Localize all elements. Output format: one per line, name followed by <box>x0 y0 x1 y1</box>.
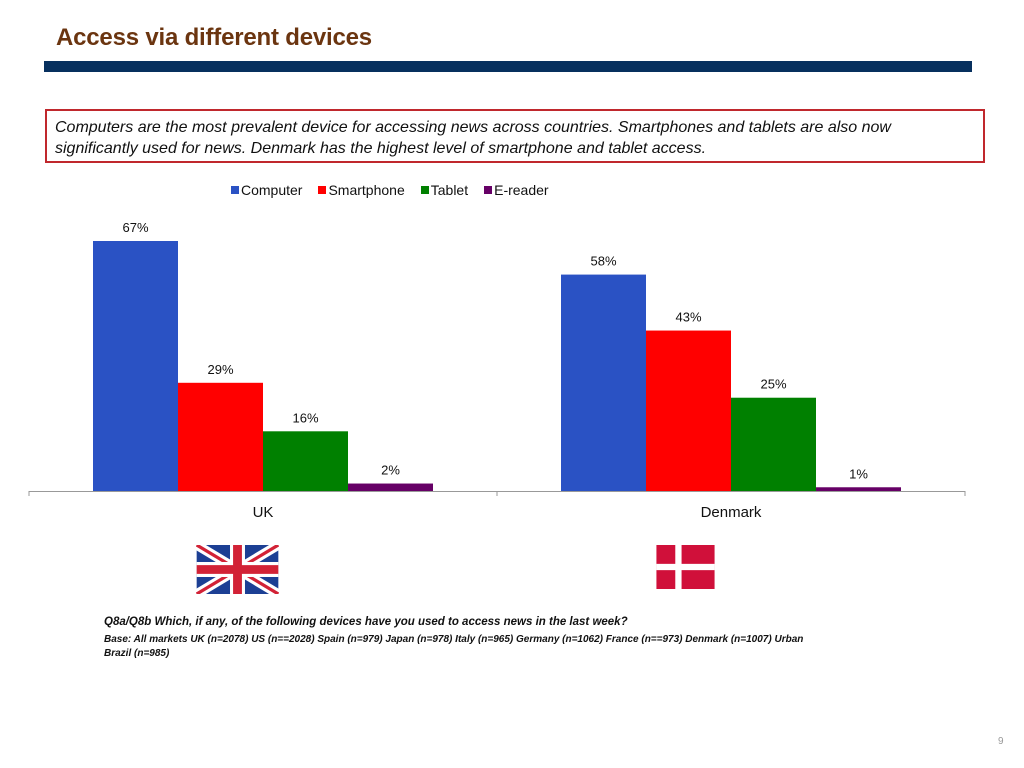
bar-chart: 67% 29% 16% 2% 58% 43% 25% 1% UK Denmark <box>28 220 966 521</box>
x-axis: UK Denmark <box>28 491 966 521</box>
survey-base: Base: All markets UK (n=2078) US (n==202… <box>104 634 804 659</box>
callout-text: Computers are the most prevalent device … <box>55 119 891 157</box>
callout-box: Computers are the most prevalent device … <box>45 109 985 163</box>
bar-group: 67% 29% 16% 2% 58% 43% 25% 1% <box>93 220 901 491</box>
data-label-denmark-e-reader: 1% <box>849 466 868 481</box>
page-number: 9 <box>998 736 1004 747</box>
data-label-uk-computer: 67% <box>122 220 148 235</box>
legend-item-computer: Computer <box>231 182 302 198</box>
legend-swatch-smartphone <box>318 186 327 194</box>
legend-item-e-reader: E-reader <box>484 182 549 198</box>
slide-title: Access via different devices <box>56 24 372 51</box>
legend-swatch-computer <box>231 186 239 194</box>
title-rule <box>44 61 972 72</box>
legend-label: Computer <box>241 182 303 198</box>
data-label-uk-e-reader: 2% <box>381 463 400 478</box>
legend-label: Smartphone <box>328 182 405 198</box>
chart-legend: Computer Smartphone Tablet E-reader <box>231 182 549 198</box>
survey-question: Q8a/Q8b Which, if any, of the following … <box>104 616 628 628</box>
bar-uk-tablet <box>263 431 348 491</box>
legend-swatch-tablet <box>420 186 429 194</box>
bar-uk-smartphone <box>178 382 263 491</box>
bar-denmark-tablet <box>731 397 816 491</box>
bar-uk-computer <box>93 241 178 491</box>
data-label-uk-tablet: 16% <box>292 410 318 425</box>
denmark-flag-icon <box>656 545 715 589</box>
uk-flag-icon <box>196 545 279 594</box>
data-label-denmark-computer: 58% <box>590 254 616 269</box>
legend-label: Tablet <box>430 182 469 198</box>
legend-item-tablet: Tablet <box>420 182 469 198</box>
data-label-denmark-tablet: 25% <box>760 377 786 392</box>
data-label-denmark-smartphone: 43% <box>675 310 701 325</box>
bar-denmark-smartphone <box>646 330 731 491</box>
legend-label: E-reader <box>494 182 549 198</box>
legend-item-smartphone: Smartphone <box>318 182 405 198</box>
bar-denmark-e-reader <box>816 487 901 491</box>
x-tick-label-uk: UK <box>253 504 274 521</box>
bar-uk-e-reader <box>348 483 433 491</box>
legend-swatch-e-reader <box>484 186 493 194</box>
data-label-uk-smartphone: 29% <box>207 362 233 377</box>
x-tick-label-denmark: Denmark <box>701 504 762 521</box>
bar-denmark-computer <box>561 274 646 491</box>
